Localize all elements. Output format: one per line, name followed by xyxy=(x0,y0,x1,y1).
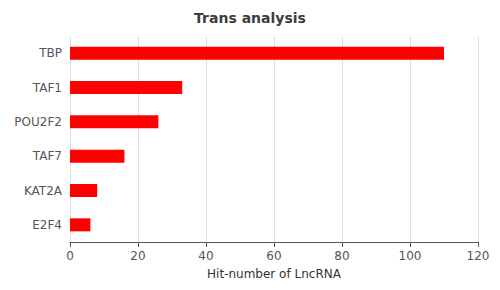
svg-text:40: 40 xyxy=(198,249,213,263)
svg-text:80: 80 xyxy=(334,249,349,263)
svg-text:60: 60 xyxy=(266,249,281,263)
svg-text:Trans analysis: Trans analysis xyxy=(194,10,306,26)
svg-text:TAF1: TAF1 xyxy=(32,81,62,95)
svg-text:TBP: TBP xyxy=(38,46,62,60)
svg-text:100: 100 xyxy=(399,249,422,263)
svg-text:TAF7: TAF7 xyxy=(32,149,62,163)
svg-text:Hit-number of LncRNA: Hit-number of LncRNA xyxy=(207,267,342,281)
svg-text:POU2F2: POU2F2 xyxy=(14,115,62,129)
svg-text:120: 120 xyxy=(467,249,490,263)
svg-text:0: 0 xyxy=(66,249,74,263)
svg-text:KAT2A: KAT2A xyxy=(24,184,63,198)
svg-text:20: 20 xyxy=(130,249,145,263)
svg-text:E2F4: E2F4 xyxy=(32,218,62,232)
